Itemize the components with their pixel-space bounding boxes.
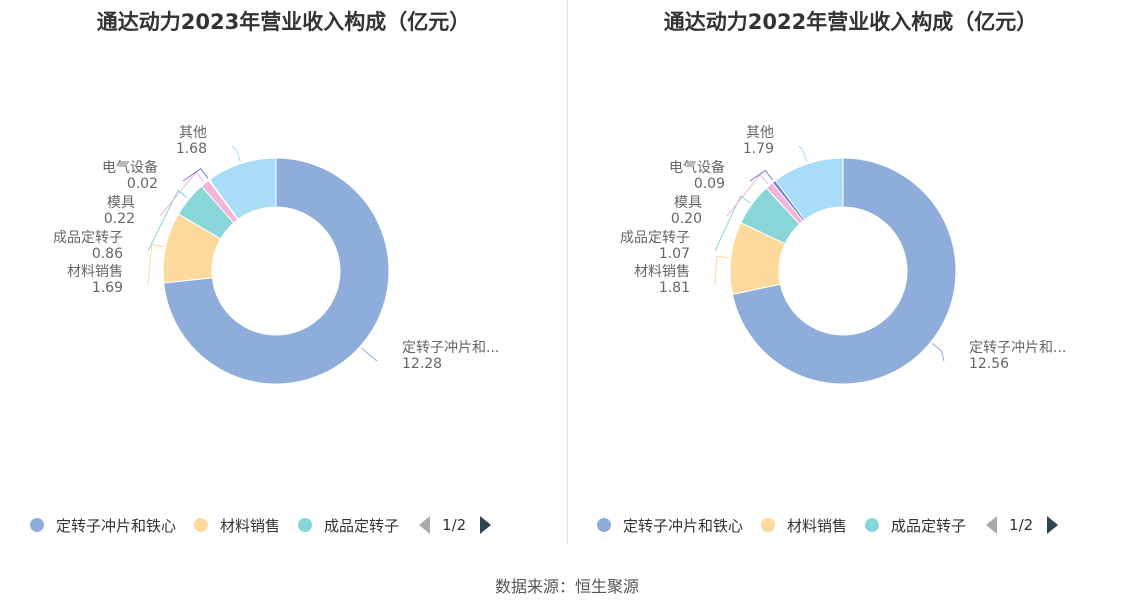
label-leader-line xyxy=(714,255,729,286)
legend-marker xyxy=(194,518,209,532)
legend-label: 材料销售 xyxy=(787,516,848,535)
slice-category-label: 其他 xyxy=(746,125,774,141)
legend-item[interactable]: 材料销售 xyxy=(194,515,280,536)
slice-category-label: 模具 xyxy=(674,195,702,211)
legend-item[interactable]: 定转子冲片和铁心 xyxy=(30,515,176,536)
data-source-note: 数据来源：恒生聚源 xyxy=(494,577,639,596)
slice-value-label: 1.81 xyxy=(659,280,690,296)
legend-marker xyxy=(30,518,44,532)
label-leader-line xyxy=(182,167,209,182)
label-leader-line xyxy=(749,169,774,182)
legend-item[interactable]: 材料销售 xyxy=(761,515,847,536)
label-leader-line xyxy=(147,243,164,286)
legend-item[interactable]: 定转子冲片和铁心 xyxy=(597,515,743,536)
legend-marker xyxy=(597,518,611,532)
legend-label: 定转子冲片和铁心 xyxy=(623,516,744,535)
donut-slice[interactable] xyxy=(208,157,277,220)
slice-value-label: 0.09 xyxy=(694,176,725,192)
slice-category-label: 成品定转子 xyxy=(620,230,690,246)
label-leader-line xyxy=(932,343,945,362)
donut-slice[interactable] xyxy=(731,157,957,385)
chart-panel-2023: 通达动力2023年营业收入构成（亿元） 定转子冲片和... 12.28 材料销售 1.… xyxy=(0,0,567,545)
slice-category-label: 成品定转子 xyxy=(53,230,123,246)
slice-value-label: 0.86 xyxy=(92,246,123,262)
slice-category-label: 电气设备 xyxy=(102,159,158,176)
legend-item[interactable]: 成品定转子 xyxy=(865,515,966,536)
label-leader-line xyxy=(231,145,241,162)
label-leader-line xyxy=(361,347,378,362)
label-leader-line xyxy=(714,195,751,252)
slice-category-label: 材料销售 xyxy=(67,264,123,280)
legend-label: 成品定转子 xyxy=(891,516,967,535)
slice-value-label: 1.07 xyxy=(659,246,690,262)
slice-value-label: 12.56 xyxy=(969,356,1009,372)
label-leader-line xyxy=(726,173,769,217)
chart-title: 通达动力2023年营业收入构成（亿元） xyxy=(96,10,471,34)
slice-value-label: 0.02 xyxy=(127,176,158,192)
legend-page-indicator: 1/2 xyxy=(1009,516,1034,534)
slice-category-label: 其他 xyxy=(179,125,207,141)
legend-label: 成品定转子 xyxy=(324,516,400,535)
legend-marker xyxy=(865,518,880,532)
panel-divider xyxy=(567,0,568,545)
chart-panel-2022: 通达动力2022年营业收入构成（亿元） 定转子冲片和... 12.56 材料销售 1.… xyxy=(567,0,1134,545)
donut-slice[interactable] xyxy=(163,157,390,385)
slice-category-label: 电气设备 xyxy=(669,159,725,176)
slice-category-label: 定转子冲片和... xyxy=(969,340,1066,356)
slice-category-label: 模具 xyxy=(107,195,135,211)
legend-prev-page-icon[interactable] xyxy=(986,516,998,534)
legend-next-page-icon[interactable] xyxy=(1047,516,1059,534)
legend-marker xyxy=(761,518,776,532)
legend-pager: 1/2 xyxy=(419,516,492,534)
legend: 定转子冲片和铁心 材料销售 成品定转子 1/2 xyxy=(30,513,492,537)
slice-category-label: 材料销售 xyxy=(634,264,690,280)
legend-label: 定转子冲片和铁心 xyxy=(56,516,177,535)
legend: 定转子冲片和铁心 材料销售 成品定转子 1/2 xyxy=(597,513,1059,537)
chart-title: 通达动力2022年营业收入构成（亿元） xyxy=(663,10,1038,34)
slice-value-label: 1.69 xyxy=(92,280,123,296)
donut-slice[interactable] xyxy=(774,157,844,221)
legend-page-indicator: 1/2 xyxy=(442,516,467,534)
slice-value-label: 1.79 xyxy=(743,141,774,157)
label-leader-line xyxy=(147,189,188,252)
slice-category-label: 定转子冲片和... xyxy=(402,340,499,356)
legend-marker xyxy=(298,518,313,532)
slice-value-label: 0.22 xyxy=(104,211,135,227)
legend-prev-page-icon[interactable] xyxy=(419,516,431,534)
legend-label: 材料销售 xyxy=(220,516,281,535)
legend-pager: 1/2 xyxy=(986,516,1059,534)
legend-item[interactable]: 成品定转子 xyxy=(298,515,399,536)
slice-value-label: 1.68 xyxy=(176,141,207,157)
slice-value-label: 0.20 xyxy=(671,211,702,227)
slice-value-label: 12.28 xyxy=(402,356,442,372)
label-leader-line xyxy=(798,145,808,163)
legend-next-page-icon[interactable] xyxy=(480,516,492,534)
